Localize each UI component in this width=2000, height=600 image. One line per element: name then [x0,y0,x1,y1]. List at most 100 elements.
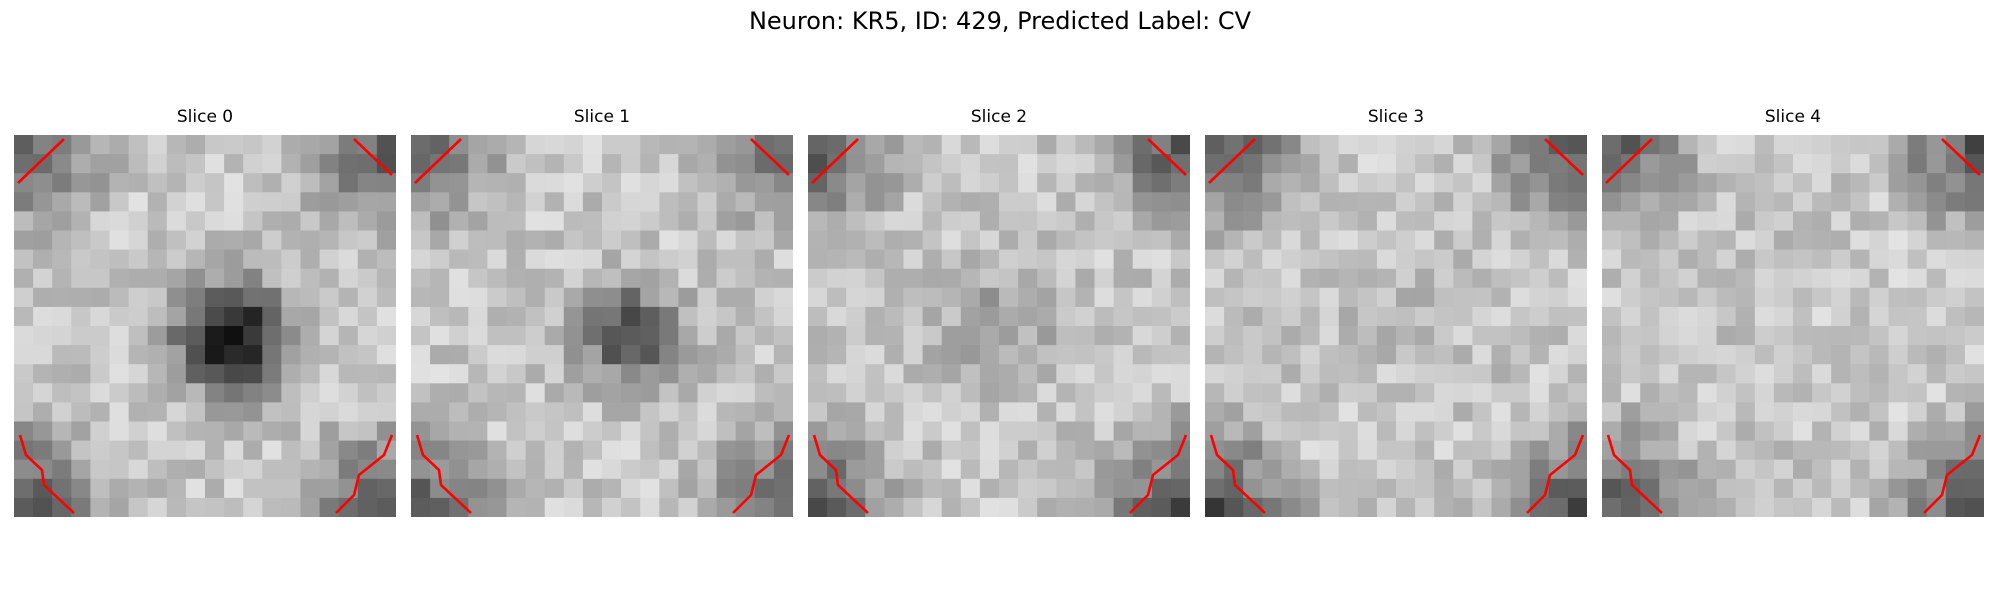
pixel-cell [865,402,885,423]
pixel-cell [1602,326,1622,346]
pixel-cell [338,440,359,461]
slice-panel-0: Slice 0 [14,107,396,517]
pixel-cell [1357,287,1378,308]
pixel-cell [1357,230,1378,251]
pixel-cell [1659,249,1679,270]
pixel-cell [319,230,340,251]
pixel-cell [621,192,641,212]
pixel-cell [1075,345,1096,365]
pixel-cell [1602,230,1622,251]
pixel-cell [903,192,924,212]
pixel-cell [1548,497,1569,517]
slice-image [1602,135,1984,517]
pixel-cell [319,497,340,517]
pixel-cell [1510,192,1531,212]
pixel-cell [808,211,828,232]
pixel-cell [243,268,263,289]
pixel-cell [1094,383,1115,403]
pixel-cell [602,364,622,384]
pixel-cell [90,230,111,251]
pixel-cell [678,497,699,517]
pixel-cell [1945,326,1966,346]
pixel-cell [185,326,206,346]
pixel-cell [1094,326,1115,346]
pixel-cell [1773,345,1794,365]
pixel-cell [1907,364,1928,384]
pixel-cell [602,192,622,212]
pixel-cell [1132,345,1153,365]
pixel-cell [678,135,699,155]
pixel-cell [166,478,187,499]
slice-image [411,135,793,517]
pixel-cell [300,135,321,155]
pixel-cell [185,306,206,327]
pixel-cell [697,230,718,251]
pixel-cell [1773,440,1794,461]
pixel-cell [979,230,1000,251]
pixel-cell [1602,249,1622,270]
pixel-cell [1037,249,1057,270]
slice-panel-1: Slice 1 [411,107,793,517]
pixel-cell [147,192,168,212]
pixel-cell [602,211,622,232]
pixel-cell [1831,306,1851,327]
pixel-cell [262,459,282,480]
pixel-cell [1056,230,1076,251]
pixel-cell [1434,383,1454,403]
slice-panel-2: Slice 2 [808,107,1190,517]
pixel-cell [827,211,847,232]
pixel-cell [1262,440,1282,461]
pixel-cell [33,249,53,270]
pixel-cell [979,249,1000,270]
pixel-cell [1170,383,1190,403]
pixel-cell [1262,383,1282,403]
pixel-cell [1396,173,1416,193]
pixel-cell [1831,135,1851,155]
pixel-cell [1338,497,1359,517]
pixel-cell [1735,440,1756,461]
pixel-cell [1491,402,1512,423]
pixel-cell [71,173,91,193]
pixel-cell [1205,135,1225,155]
pixel-cell [1659,268,1679,289]
pixel-cell [449,268,469,289]
pixel-cell [468,440,488,461]
pixel-cell [865,230,885,251]
pixel-cell [773,192,793,212]
pixel-cell [430,211,450,232]
pixel-cell [185,135,206,155]
pixel-cell [1170,421,1190,442]
pixel-cell [338,497,359,517]
pixel-cell [1548,345,1569,365]
pixel-cell [1453,268,1473,289]
pixel-cell [71,459,91,480]
pixel-cell [1037,440,1057,461]
pixel-cell [1926,173,1947,193]
pixel-cell [1888,383,1909,403]
pixel-cell [1491,287,1512,308]
pixel-cell [14,345,34,365]
pixel-cell [773,497,793,517]
pixel-cell [1831,192,1851,212]
pixel-cell [1396,268,1416,289]
contour-line [1941,138,1981,176]
pixel-cell [640,383,660,403]
pixel-cell [1357,383,1378,403]
pixel-cell [1224,306,1244,327]
pixel-cell [243,421,263,442]
pixel-cell [979,421,1000,442]
pixel-cell [960,135,981,155]
pixel-cell [205,383,225,403]
pixel-cell [1812,249,1832,270]
pixel-cell [640,326,660,346]
pixel-cell [697,421,718,442]
pixel-cell [1793,154,1813,174]
pixel-cell [376,383,396,403]
pixel-cell [1037,192,1057,212]
pixel-cell [376,249,396,270]
pixel-cell [865,154,885,174]
pixel-cell [525,192,546,212]
pixel-cell [525,173,546,193]
pixel-cell [1243,135,1263,155]
pixel-cell [224,421,244,442]
